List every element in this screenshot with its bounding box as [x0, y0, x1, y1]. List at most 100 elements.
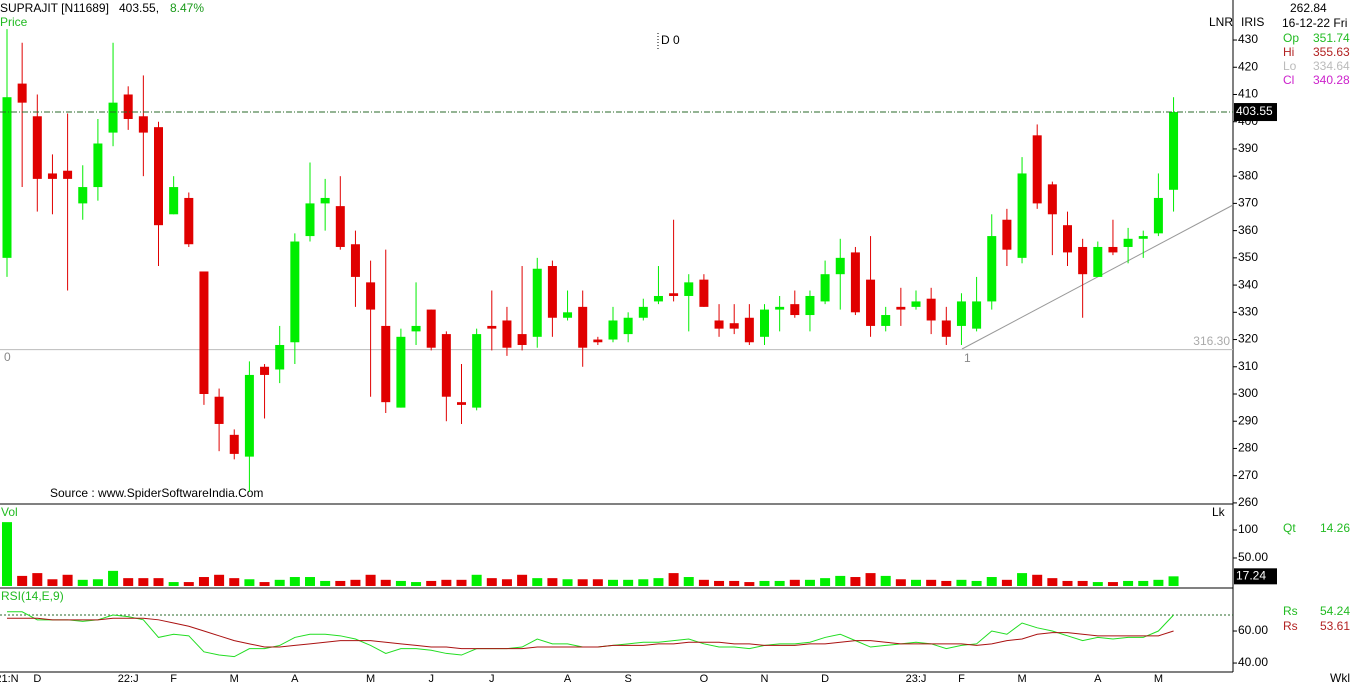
- candle-body: [744, 317, 754, 343]
- volume-bar: [289, 577, 300, 586]
- candle-body: [866, 279, 876, 326]
- info-val: 53.61: [1320, 619, 1350, 633]
- candle-body: [366, 282, 376, 310]
- volume-bar: [744, 582, 755, 586]
- y-tick-label: 270: [1238, 468, 1258, 482]
- volume-bar: [577, 579, 588, 586]
- candle-body: [1047, 184, 1057, 215]
- volume-bar: [956, 579, 967, 586]
- volume-bar: [395, 580, 406, 586]
- info-val: 355.63: [1313, 45, 1350, 59]
- candle-body: [638, 306, 648, 318]
- volume-bar: [562, 579, 573, 586]
- candle-body: [305, 203, 315, 237]
- volume-bar: [668, 573, 679, 586]
- x-tick-label: S: [624, 673, 631, 685]
- marker: D 0: [661, 33, 680, 47]
- x-tick-label: 23:J: [906, 673, 927, 685]
- candle-body: [820, 274, 830, 302]
- candle-body: [760, 309, 769, 337]
- volume-bar: [698, 579, 709, 586]
- info-val: 14.26: [1320, 521, 1350, 535]
- candle-body: [972, 301, 982, 329]
- volume-bar: [183, 582, 194, 586]
- volume-bar: [229, 578, 240, 586]
- volume-bar: [1123, 580, 1134, 586]
- left-zero: 0: [4, 350, 11, 364]
- info-key: Op: [1283, 31, 1299, 45]
- candle-body: [502, 320, 512, 348]
- candle-body: [396, 336, 406, 408]
- candle-body: [441, 334, 451, 397]
- info-key: Qt: [1283, 521, 1296, 535]
- volume-bar: [365, 574, 376, 586]
- volume-bar: [2, 522, 12, 586]
- candle-body: [2, 97, 12, 258]
- candle-body: [229, 434, 239, 454]
- panel-label: Price: [0, 15, 28, 29]
- volume-bar: [501, 579, 512, 586]
- rsi-line: [7, 617, 1174, 650]
- last-volume: 17.24: [1236, 569, 1266, 583]
- candle-body: [699, 279, 709, 307]
- candle-body: [335, 206, 345, 247]
- x-tick-label: O: [700, 673, 709, 685]
- y-tick-label: 360: [1238, 223, 1258, 237]
- volume-bar: [335, 580, 346, 586]
- candle-body: [411, 325, 421, 332]
- point-label: 1: [964, 351, 971, 365]
- candle-body: [896, 306, 906, 310]
- volume-bar: [623, 579, 634, 586]
- volume-bar: [1077, 580, 1088, 586]
- candle-body: [1002, 219, 1012, 250]
- candle-body: [714, 320, 724, 329]
- x-tick-label: 22:J: [118, 673, 139, 685]
- volume-bar: [880, 575, 891, 586]
- candle-body: [138, 116, 148, 133]
- candle-body: [926, 298, 936, 321]
- y-tick-label: 280: [1238, 441, 1258, 455]
- x-tick-label: M: [1017, 673, 1026, 685]
- x-tick-label: M: [366, 673, 375, 685]
- candle-body: [578, 306, 588, 348]
- y-tick-label: 290: [1238, 413, 1258, 427]
- candle-body: [547, 266, 557, 318]
- candle-body: [290, 241, 300, 343]
- candle-body: [881, 315, 891, 326]
- volume-bar: [1153, 579, 1164, 586]
- candle-body: [987, 236, 997, 302]
- candle-body: [532, 268, 542, 337]
- candle-body: [1169, 112, 1179, 190]
- y-tick-label: 410: [1238, 87, 1258, 101]
- volume-bar: [380, 579, 391, 586]
- candle-body: [517, 334, 527, 345]
- volume-bar: [1168, 576, 1179, 586]
- candle-body: [244, 374, 254, 457]
- candle-body: [911, 301, 921, 307]
- x-tick-label: 21:N: [0, 673, 19, 685]
- y-tick-label: 60.00: [1238, 623, 1268, 637]
- x-tick-label: D: [821, 673, 829, 685]
- volume-bar: [592, 579, 603, 586]
- y-tick-label: 310: [1238, 359, 1258, 373]
- y-tick-label: 40.00: [1238, 655, 1268, 669]
- volume-bar: [532, 578, 543, 586]
- candle-body: [32, 116, 42, 179]
- candle-body: [729, 323, 739, 329]
- y-tick-label: 260: [1238, 495, 1258, 509]
- vol-unit: Lk: [1212, 505, 1226, 519]
- iris: IRIS: [1241, 15, 1264, 29]
- volume-bar: [941, 580, 952, 586]
- volume-bar: [759, 580, 770, 586]
- info-val: 54.24: [1320, 604, 1350, 618]
- info-key: Lo: [1283, 59, 1297, 73]
- source: Source : www.SpiderSoftwareIndia.Com: [50, 486, 263, 500]
- info-val: 334.64: [1313, 59, 1350, 73]
- volume-bar: [608, 579, 618, 586]
- volume-bar: [214, 574, 225, 586]
- change: 8.47%: [170, 1, 204, 15]
- level-label: 316.30: [1193, 334, 1230, 348]
- candle-body: [199, 271, 209, 394]
- volume-bar: [804, 579, 815, 586]
